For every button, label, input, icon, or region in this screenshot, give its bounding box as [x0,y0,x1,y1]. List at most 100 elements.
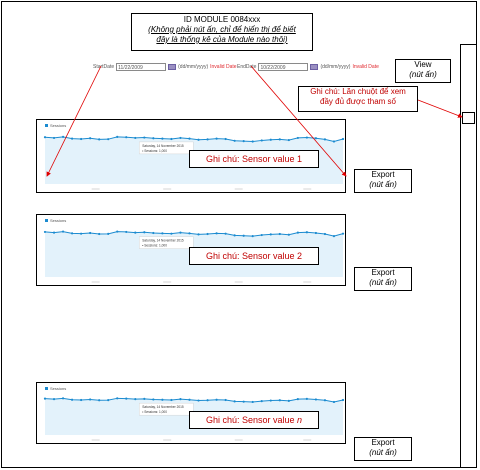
sessions-point [260,400,263,403]
legend-swatch [45,387,48,390]
sessions-point [215,137,218,140]
legend-label: Sessions [50,386,66,391]
export-button-n[interactable]: Export (nút ấn) [354,437,412,461]
sessions-point [188,232,191,235]
legend-swatch [45,124,48,127]
scrollbar-thumb[interactable] [462,112,475,124]
sessions-point [61,397,65,400]
end-date-label: EndDate [237,64,257,70]
sessions-line [44,136,344,143]
tooltip-date: Saturday, 14 November 2015 [142,144,184,148]
scrollbar-track[interactable] [460,44,477,468]
sessions-point [43,397,47,400]
tooltip-value: • Sessions: 1,000 [142,149,167,153]
calendar-icon[interactable] [168,64,177,70]
sessions-point [170,137,173,141]
sessions-point [188,137,191,140]
sessions-point [341,137,345,141]
sensor-note-suffix: 2 [297,251,303,261]
sessions-point [287,138,290,142]
sessions-point [134,398,137,401]
sessions-point [143,231,146,234]
sessions-point [116,135,119,138]
sessions-point [305,231,308,234]
sessions-point [80,398,83,402]
legend-label: Sessions [50,123,66,128]
scroll-note-line1: Ghi chú: Lăn chuột để xem [310,87,406,96]
sessions-point [107,399,110,402]
sessions-point [224,137,227,141]
sessions-point [70,232,74,235]
legend-swatch [45,219,48,222]
sessions-point [278,399,281,402]
sessions-point [233,234,236,237]
sessions-point [287,233,290,236]
sessions-point [179,231,182,234]
sessions-point [269,399,272,402]
calendar-icon[interactable] [310,64,319,70]
sessions-point [215,398,218,401]
sessions-point [52,231,56,234]
end-date-input[interactable]: 10/22/2009 [258,63,309,71]
start-date-label: StartDate [93,64,115,70]
chart-panel-n: Sessions1,000Saturday, 14 November 2015•… [36,382,346,444]
sessions-point [296,398,299,401]
sessions-point [341,398,345,402]
start-date-format: (dd/mm/yyyy) [178,64,209,70]
sessions-point [242,234,245,237]
module-id-title: ID MODULE 0084xxx [183,15,261,24]
sessions-point [52,136,56,140]
tooltip [139,236,194,249]
sessions-point [107,138,110,141]
sessions-point [125,136,128,139]
sessions-point [188,398,191,401]
sessions-point [98,399,101,402]
tooltip [139,141,194,155]
sessions-point [161,398,164,401]
sessions-point [242,400,245,403]
sessions-point [323,399,327,402]
view-label: View [414,60,432,69]
tooltip-date: Saturday, 14 November 2015 [142,405,184,409]
sessions-point [125,397,128,400]
chart-panel-2: Sessions1,000Saturday, 14 November 2015•… [36,214,346,286]
sessions-point [296,136,299,140]
sessions-point [314,137,318,140]
sessions-point [341,232,345,235]
export-button-2[interactable]: Export (nút ấn) [354,267,412,291]
sessions-point [224,232,227,235]
sensor-note-suffix: 1 [297,154,303,164]
module-id-note-line1: (Không phải nút ấn, chỉ để hiển thị để b… [148,25,296,34]
sessions-point [179,136,182,140]
sessions-point [179,398,182,401]
module-id-box: ID MODULE 0084xxx (Không phải nút ấn, ch… [131,13,313,51]
sensor-note-suffix: n [297,415,303,425]
export-sublabel: (nút ấn) [369,448,397,457]
sessions-point [251,140,254,143]
sessions-point [70,398,74,401]
start-date-input[interactable]: 11/22/2009 [116,63,167,71]
export-sublabel: (nút ấn) [369,278,397,287]
view-sublabel: (nút ấn) [409,70,437,79]
view-button[interactable]: View (nút ấn) [395,59,451,83]
sessions-point [332,234,336,238]
sessions-point [134,136,137,140]
sessions-point [260,139,263,142]
sessions-point [224,398,227,402]
sessions-point [143,397,146,400]
export-button-1[interactable]: Export (nút ấn) [354,169,412,193]
sessions-point [215,232,218,235]
sessions-point [206,232,209,236]
sessions-point [287,399,290,402]
sessions-line [44,397,344,403]
start-date-error: Invalid Date [210,64,237,70]
sessions-point [161,232,164,235]
sessions-point [278,232,281,236]
sessions-point [89,398,92,401]
sessions-point [143,136,146,139]
sessions-point [70,137,74,140]
sessions-point [116,397,119,400]
sensor-note-prefix: Ghi chú: Sensor value [205,415,298,425]
sessions-point [233,139,236,142]
